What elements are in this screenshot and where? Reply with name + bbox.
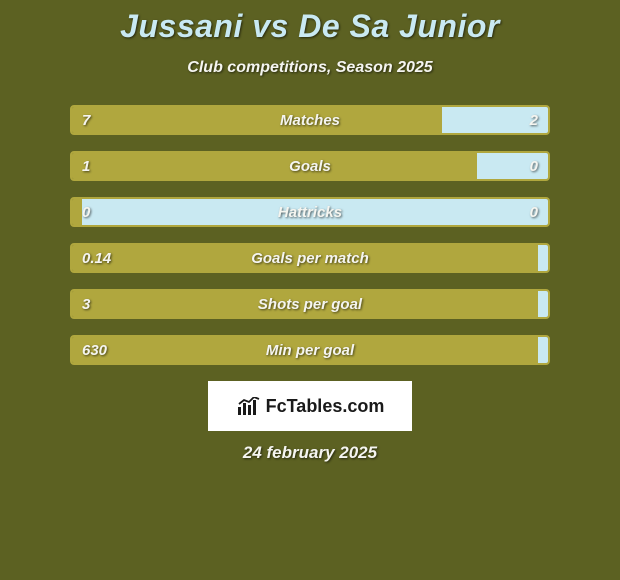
stat-left-value: 0	[82, 199, 90, 225]
stat-left-value: 3	[82, 291, 90, 317]
date-label: 24 february 2025	[0, 443, 620, 463]
stat-row: Matches72	[70, 105, 550, 135]
stat-bar-left	[72, 107, 442, 133]
stat-bar-right	[82, 199, 548, 225]
stat-bar-left	[72, 199, 82, 225]
stat-bar-right	[538, 291, 548, 317]
stat-bar-right	[538, 337, 548, 363]
logo-label: FcTables.com	[266, 396, 385, 417]
stat-bar-left	[72, 337, 538, 363]
comparison-chart: Matches72Goals10Hattricks00Goals per mat…	[70, 105, 550, 365]
stat-row: Shots per goal3	[70, 289, 550, 319]
stat-row: Min per goal630	[70, 335, 550, 365]
stat-row: Goals10	[70, 151, 550, 181]
stat-right-value: 2	[530, 107, 538, 133]
stat-row: Hattricks00	[70, 197, 550, 227]
stat-right-value: 0	[530, 199, 538, 225]
chart-icon	[236, 397, 262, 415]
stat-bar-right	[538, 245, 548, 271]
stat-row: Goals per match0.14	[70, 243, 550, 273]
logo-text: FcTables.com	[236, 396, 385, 417]
stat-bar-left	[72, 153, 477, 179]
stat-left-value: 7	[82, 107, 90, 133]
stat-left-value: 630	[82, 337, 107, 363]
stat-bar-left	[72, 291, 538, 317]
stat-right-value: 0	[530, 153, 538, 179]
logo-box[interactable]: FcTables.com	[208, 381, 412, 431]
stat-left-value: 0.14	[82, 245, 111, 271]
page-title: Jussani vs De Sa Junior	[0, 0, 620, 45]
stat-left-value: 1	[82, 153, 90, 179]
stat-bar-left	[72, 245, 538, 271]
page-subtitle: Club competitions, Season 2025	[0, 59, 620, 77]
